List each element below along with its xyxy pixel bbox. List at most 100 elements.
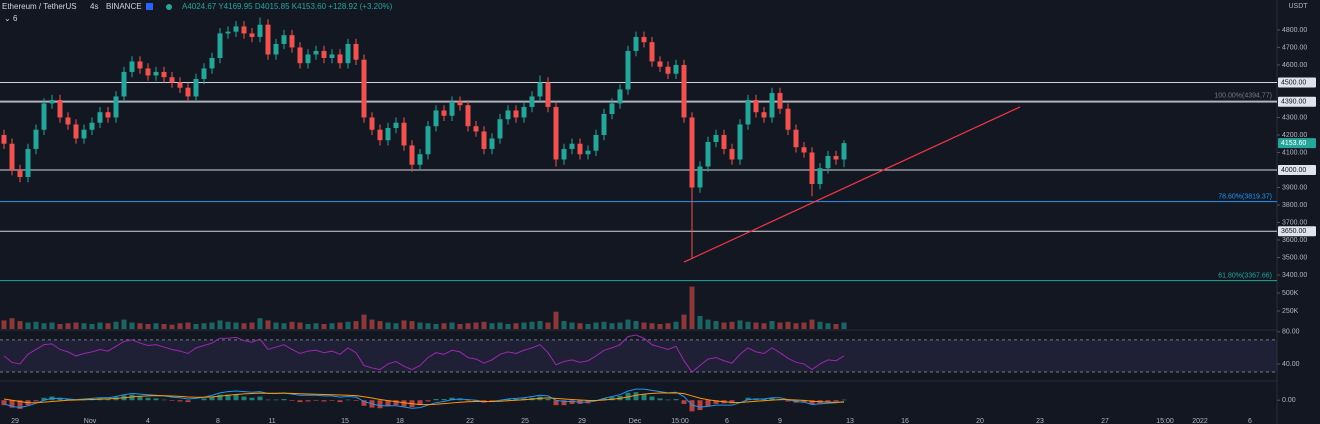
x-tick-label: 29 <box>11 418 19 424</box>
volume-bar <box>33 321 39 329</box>
macd-bar <box>449 397 455 401</box>
x-tick-label: Nov <box>84 418 97 424</box>
volume-bar <box>425 323 431 329</box>
volume-bar <box>609 323 615 329</box>
volume-bar <box>825 323 831 329</box>
volume-bar <box>353 321 359 329</box>
x-tick-label: 15:00 <box>671 418 689 424</box>
macd-bar <box>473 400 479 402</box>
candle-body <box>305 54 311 64</box>
fib-label: 100.00%(4394.77) <box>1214 93 1272 100</box>
macd-bar <box>321 400 327 402</box>
volume-bar <box>513 323 519 329</box>
volume-bar <box>17 321 23 329</box>
volume-bar <box>497 322 503 329</box>
macd-bar <box>233 394 239 401</box>
volume-bar <box>529 321 535 329</box>
volume-bar <box>41 323 47 329</box>
volume-bar <box>545 322 551 329</box>
volume-bar <box>657 323 663 329</box>
candle-body <box>113 96 119 118</box>
candle-body <box>129 61 135 72</box>
volume-bar <box>809 319 815 329</box>
volume-bar <box>841 322 847 329</box>
macd-bar <box>649 396 655 401</box>
candle-body <box>65 117 71 125</box>
candle-body <box>33 129 39 149</box>
candle-body <box>561 148 567 160</box>
volume-bar <box>753 322 759 329</box>
macd-bar <box>729 400 735 404</box>
volume-bar <box>457 323 463 329</box>
candle-body <box>745 99 751 125</box>
volume-bar <box>57 323 63 329</box>
candle-body <box>785 108 791 130</box>
symbol[interactable]: Ethereum / TetherUS <box>2 2 77 11</box>
macd-bar <box>809 400 815 405</box>
ohlc-value: Y4169.95 <box>218 2 253 11</box>
macd-bar <box>145 397 151 401</box>
indicator-count: 6 <box>13 14 18 23</box>
candle-body <box>377 129 383 141</box>
candle-body <box>249 33 255 37</box>
macd-bar <box>601 398 607 401</box>
candle-body <box>681 64 687 118</box>
macd-bar <box>393 400 399 406</box>
volume-bar <box>225 321 231 329</box>
candle-body <box>593 134 599 151</box>
volume-bar <box>521 322 527 329</box>
macd-bar <box>297 400 303 403</box>
candle-body <box>801 147 807 153</box>
macd-bar <box>609 397 615 401</box>
macd-bar <box>241 396 247 401</box>
change: +128.92 (+3.20%) <box>328 2 392 11</box>
macd-bar <box>641 394 647 401</box>
price-tag <box>1278 138 1316 149</box>
volume-bar <box>305 323 311 329</box>
macd-bar <box>161 399 167 401</box>
y-tick-label: 500K <box>1282 290 1299 297</box>
candle-body <box>241 26 247 34</box>
volume-bar <box>673 321 679 329</box>
candle-body <box>177 82 183 88</box>
volume-bar <box>209 322 215 329</box>
flag-icon[interactable] <box>146 3 153 10</box>
y-tick-label: 3500.00 <box>1282 254 1307 261</box>
candle-body <box>697 166 703 188</box>
volume-bar <box>129 322 135 329</box>
volume-bar <box>585 323 591 329</box>
y-tick-label: 4200.00 <box>1282 132 1307 139</box>
candle-body <box>321 50 327 58</box>
signal-line <box>3 392 845 406</box>
volume-bar <box>665 323 671 329</box>
candle-body <box>761 112 767 118</box>
volume-bar <box>185 322 191 329</box>
candle-body <box>121 71 127 97</box>
volume-bar <box>169 324 175 329</box>
volume-bar <box>249 322 255 329</box>
macd-bar <box>657 398 663 401</box>
candle-body <box>689 117 695 188</box>
x-tick-label: 25 <box>521 418 529 424</box>
macd-bar <box>633 392 639 401</box>
y-tick-label: 40.00 <box>1282 361 1300 368</box>
candle-body <box>841 143 847 160</box>
volume-bar <box>553 311 559 329</box>
indicator-toggle[interactable]: ⌄ 6 <box>4 14 18 23</box>
macd-bar <box>329 400 335 401</box>
candle-body <box>17 169 23 177</box>
macd-bar <box>153 398 159 401</box>
candle-body <box>641 36 647 43</box>
candle-body <box>665 66 671 74</box>
volume-bar <box>273 322 279 329</box>
candle-body <box>57 99 63 118</box>
volume-bar <box>145 323 151 329</box>
y-tick-label: 4100.00 <box>1282 149 1307 156</box>
macd-bar <box>377 400 383 409</box>
volume-bar <box>369 319 375 329</box>
volume-bar <box>241 323 247 329</box>
candle-body <box>361 59 367 118</box>
candle-body <box>425 126 431 155</box>
interval[interactable]: 4s <box>90 2 98 11</box>
volume-bar <box>713 321 719 329</box>
